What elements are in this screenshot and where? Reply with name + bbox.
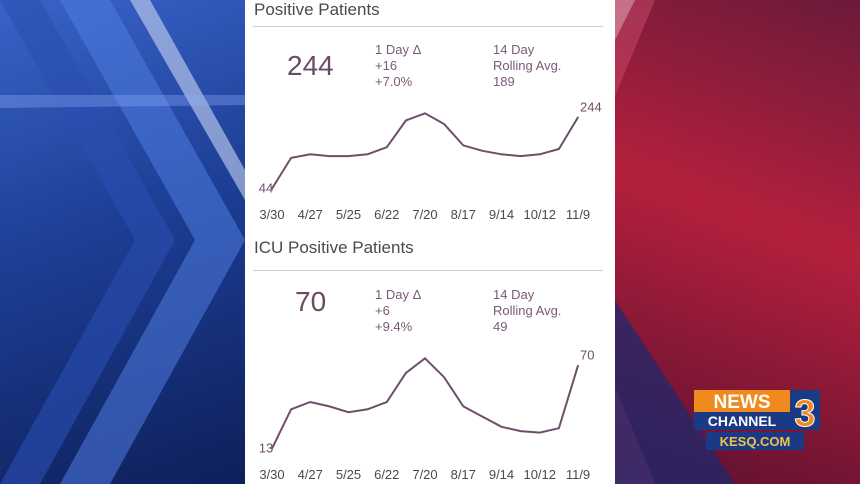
x-tick-label: 11/9 — [566, 467, 590, 482]
logo-number: 3 — [794, 393, 815, 435]
data-point — [385, 401, 388, 403]
data-point — [290, 408, 292, 411]
data-point — [405, 119, 407, 122]
logo-news-text: NEWS — [714, 392, 771, 413]
x-tick-label: 8/17 — [451, 207, 476, 222]
data-point — [462, 405, 465, 408]
positive-patients-chart: 44 244 3/30 4/27 5/25 6/22 7/20 8/17 9/14 10/12 11… — [259, 100, 602, 222]
chevron-graphic-left — [0, 0, 245, 484]
logo-channel-band — [694, 412, 790, 430]
data-point — [443, 376, 445, 379]
logo-site-text: KESQ.COM — [720, 434, 791, 449]
data-point — [462, 144, 465, 147]
data-point — [366, 408, 369, 411]
data-point — [558, 427, 560, 430]
logo-channel-text: CHANNEL — [708, 413, 777, 429]
x-tick-label: 4/27 — [298, 467, 323, 482]
chart2-avg-label1: 14 Day — [493, 287, 535, 302]
data-point — [328, 405, 331, 408]
logo-news-band — [694, 390, 790, 412]
chart1-divider — [253, 26, 603, 27]
data-point — [405, 372, 407, 374]
x-tick-label: 3/30 — [259, 467, 284, 482]
background-left-blue — [0, 0, 245, 484]
chart1-delta-abs: +16 — [375, 58, 398, 73]
data-point — [500, 425, 503, 428]
chart1-avg-label2: Rolling Avg. — [493, 58, 562, 73]
series-line — [271, 356, 579, 450]
data-point — [309, 153, 312, 156]
chart2-avg-label2: Rolling Avg. — [493, 303, 562, 318]
data-point — [424, 357, 426, 360]
x-tick-label: 3/30 — [259, 207, 284, 222]
x-tick-label: 10/12 — [523, 467, 556, 482]
x-tick-label: 5/25 — [336, 467, 361, 482]
x-tick-label: 10/12 — [523, 207, 556, 222]
logo-graphic: NEWS CHANNEL 3 KESQ.COM — [694, 390, 820, 450]
dashboard-panel: Positive Patients 244 1 Day Δ +16 +7.0% … — [245, 0, 615, 484]
logo-number-bg — [790, 390, 820, 430]
chevron-graphic-right — [615, 0, 735, 484]
x-tick-label: 6/22 — [374, 207, 399, 222]
data-point — [385, 146, 388, 149]
series-line — [271, 112, 579, 190]
data-point — [577, 364, 579, 367]
data-point — [347, 155, 350, 157]
data-point — [443, 123, 445, 125]
data-point — [519, 155, 522, 157]
chart1-avg-label1: 14 Day — [493, 42, 535, 57]
chart2-current-value: 70 — [295, 286, 327, 317]
data-point — [424, 112, 426, 115]
chart2-delta-abs: +6 — [375, 303, 390, 318]
chart2-delta-pct: +9.4% — [375, 319, 413, 334]
x-tick-label: 7/20 — [412, 467, 437, 482]
x-tick-label: 9/14 — [489, 467, 514, 482]
end-value-label: 70 — [580, 348, 594, 363]
data-point — [481, 149, 484, 152]
chart1-title: Positive Patients — [254, 0, 380, 19]
data-point — [481, 415, 484, 418]
x-tick-label: 6/22 — [374, 467, 399, 482]
x-tick-label: 9/14 — [489, 207, 514, 222]
logo-site-band — [706, 432, 804, 450]
data-point — [309, 401, 312, 403]
data-point — [366, 153, 369, 156]
data-point — [271, 447, 273, 450]
news-channel-3-logo: NEWS CHANNEL 3 KESQ.COM — [692, 388, 824, 454]
x-tick-label: 11/9 — [566, 207, 590, 222]
chart2-divider — [253, 270, 603, 271]
chart1-delta-label: 1 Day Δ — [375, 42, 422, 57]
data-point — [538, 431, 541, 434]
chart1-delta-pct: +7.0% — [375, 74, 413, 89]
data-point — [538, 153, 541, 156]
data-point — [328, 155, 331, 157]
start-value-label: 44 — [259, 181, 273, 196]
chart2-avg-value: 49 — [493, 319, 508, 334]
chart1-avg-value: 189 — [493, 74, 515, 89]
x-tick-label: 8/17 — [451, 467, 476, 482]
x-tick-label: 5/25 — [336, 207, 361, 222]
chart1-current-value: 244 — [287, 50, 334, 81]
chart2-title: ICU Positive Patients — [254, 238, 414, 257]
data-point — [271, 187, 273, 190]
data-point — [519, 430, 522, 432]
start-value-label: 13 — [259, 441, 273, 456]
data-point — [500, 153, 503, 156]
data-point — [577, 116, 579, 119]
data-point — [558, 148, 560, 150]
chart2-delta-label: 1 Day Δ — [375, 287, 422, 302]
data-point — [290, 157, 292, 159]
data-point — [347, 411, 350, 413]
x-tick-label: 7/20 — [412, 207, 437, 222]
icu-positive-patients-chart: 13 70 3/30 4/27 5/25 6/22 7/20 8/17 9/14 10/12 11/… — [259, 348, 595, 482]
x-tick-label: 4/27 — [298, 207, 323, 222]
end-value-label: 244 — [580, 100, 602, 114]
